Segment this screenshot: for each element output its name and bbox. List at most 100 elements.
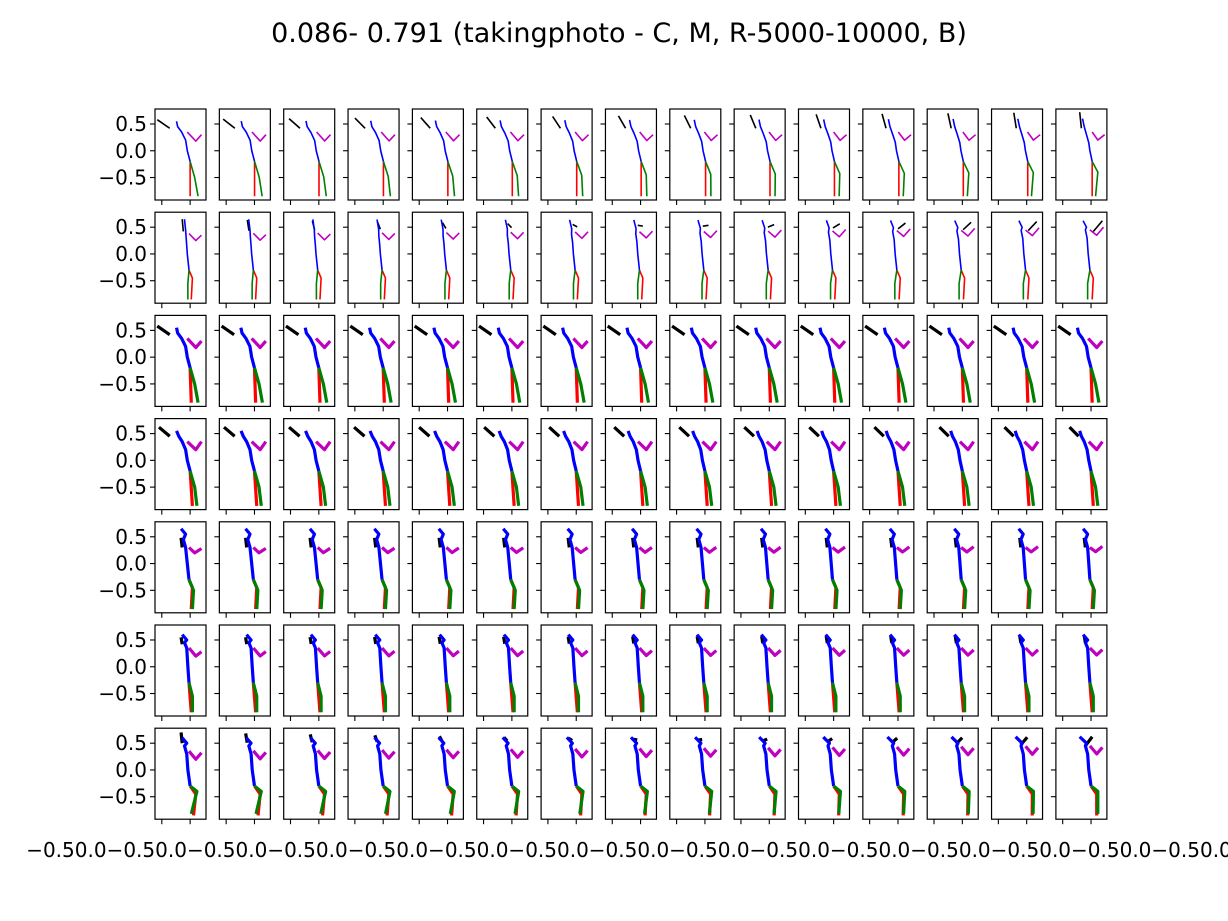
- subplot-5-4: [343, 521, 400, 618]
- subplot-7-15: [1050, 727, 1108, 825]
- arm-line: [832, 131, 848, 142]
- leg-left-line: [958, 269, 962, 300]
- subplot-6-5: [407, 624, 464, 721]
- y-tick-label: −0.5: [98, 475, 147, 499]
- spine-line: [373, 527, 384, 580]
- subplot-6-10: [729, 624, 786, 721]
- subplot-frame: [733, 521, 786, 614]
- subplot-3-13: [922, 314, 979, 412]
- spine-line: [497, 430, 514, 472]
- skeleton: [483, 425, 525, 507]
- subplot-frame: [862, 418, 915, 511]
- spine-line: [440, 219, 448, 271]
- subplot-frame: [476, 108, 529, 201]
- subplot-frame: [1055, 624, 1108, 717]
- skeleton: [606, 324, 654, 403]
- head-line: [413, 324, 429, 336]
- arm-line: [702, 546, 718, 554]
- arm-line: [767, 229, 782, 238]
- skeleton: [629, 736, 654, 816]
- head-line: [799, 324, 815, 336]
- subplot-5-6: [471, 521, 529, 618]
- arm-line: [700, 337, 718, 350]
- subplot-frame: [411, 418, 464, 511]
- head-line: [441, 222, 447, 229]
- spine-line: [754, 327, 771, 369]
- subplot-5-12: [857, 521, 915, 618]
- leg-left-line: [188, 367, 200, 403]
- skeleton: [418, 425, 461, 507]
- leg-left-line: [253, 784, 263, 815]
- head-line: [157, 425, 171, 438]
- subplot-7-14: [986, 727, 1044, 825]
- leg-left-line: [960, 470, 971, 507]
- skeleton: [288, 118, 332, 197]
- subplot-frame: [411, 108, 464, 201]
- leg-left-line: [765, 269, 769, 300]
- spine-line: [247, 219, 255, 271]
- skeleton: [179, 732, 203, 816]
- leg-left-line: [637, 682, 645, 713]
- leg-left-line: [1025, 470, 1036, 507]
- spine-line: [953, 220, 962, 271]
- skeleton: [749, 114, 783, 197]
- spine-line: [953, 527, 963, 580]
- leg-left-line: [188, 470, 199, 507]
- arm-line: [573, 646, 589, 658]
- skeleton: [947, 113, 977, 197]
- leg-left-line: [379, 269, 383, 300]
- y-tick-label: −0.5: [98, 682, 147, 706]
- leg-left-line: [251, 682, 259, 713]
- head-line: [548, 425, 561, 438]
- spine-line: [1075, 327, 1093, 369]
- leg-left-line: [382, 784, 392, 815]
- skeleton: [566, 527, 589, 610]
- subplot-frame: [862, 521, 915, 614]
- head-line: [606, 324, 622, 336]
- spine-line: [373, 736, 385, 787]
- y-tick-label: 0.0: [115, 139, 147, 163]
- subplot-4-11: [793, 418, 851, 515]
- spine-line: [1014, 735, 1029, 787]
- leg-left-line: [575, 784, 585, 815]
- skeleton: [373, 734, 396, 816]
- arm-line: [316, 646, 332, 658]
- arm-line: [638, 747, 654, 759]
- leg-left-line: [447, 161, 456, 197]
- leg-left-line: [316, 682, 323, 713]
- head-line: [671, 324, 686, 336]
- skeleton: [308, 527, 332, 610]
- leg-left-line: [316, 578, 324, 610]
- arm-line: [1024, 745, 1040, 756]
- subplot-frame: [604, 624, 658, 717]
- arm-line: [252, 749, 268, 761]
- subplot-4-10: [729, 418, 786, 515]
- arm-line: [187, 750, 203, 761]
- subplot-frame: [476, 727, 529, 820]
- leg-left-line: [510, 367, 522, 403]
- subplot-4-1: 0.50.0 −0.5: [98, 418, 207, 515]
- subplot-frame: [540, 418, 593, 511]
- arm-line: [251, 131, 267, 142]
- skeleton: [376, 219, 396, 300]
- skeleton: [695, 527, 718, 610]
- subplot-frame: [154, 521, 207, 614]
- leg-left-line: [1022, 269, 1027, 300]
- subplot-2-7: [536, 211, 593, 309]
- y-tick-label: −0.5: [98, 372, 147, 396]
- spine-line: [240, 120, 256, 162]
- head-line: [938, 426, 950, 438]
- y-tick-label: 0.5: [115, 422, 147, 446]
- leg-left-line: [315, 269, 319, 300]
- spine-line: [689, 327, 707, 369]
- skeleton: [308, 633, 332, 713]
- subplot-6-15: [1050, 624, 1108, 721]
- skeleton: [678, 425, 718, 507]
- leg-left-line: [510, 784, 521, 815]
- subplot-grid: 0.50.0−0.50.50.0−0.50.50.0−0.50.50.0−0.5…: [98, 108, 1108, 825]
- skeleton: [222, 425, 268, 507]
- arm-line: [443, 337, 461, 350]
- subplot-frame: [347, 521, 400, 614]
- subplot-4-14: [986, 418, 1044, 515]
- leg-right-line: [831, 269, 837, 300]
